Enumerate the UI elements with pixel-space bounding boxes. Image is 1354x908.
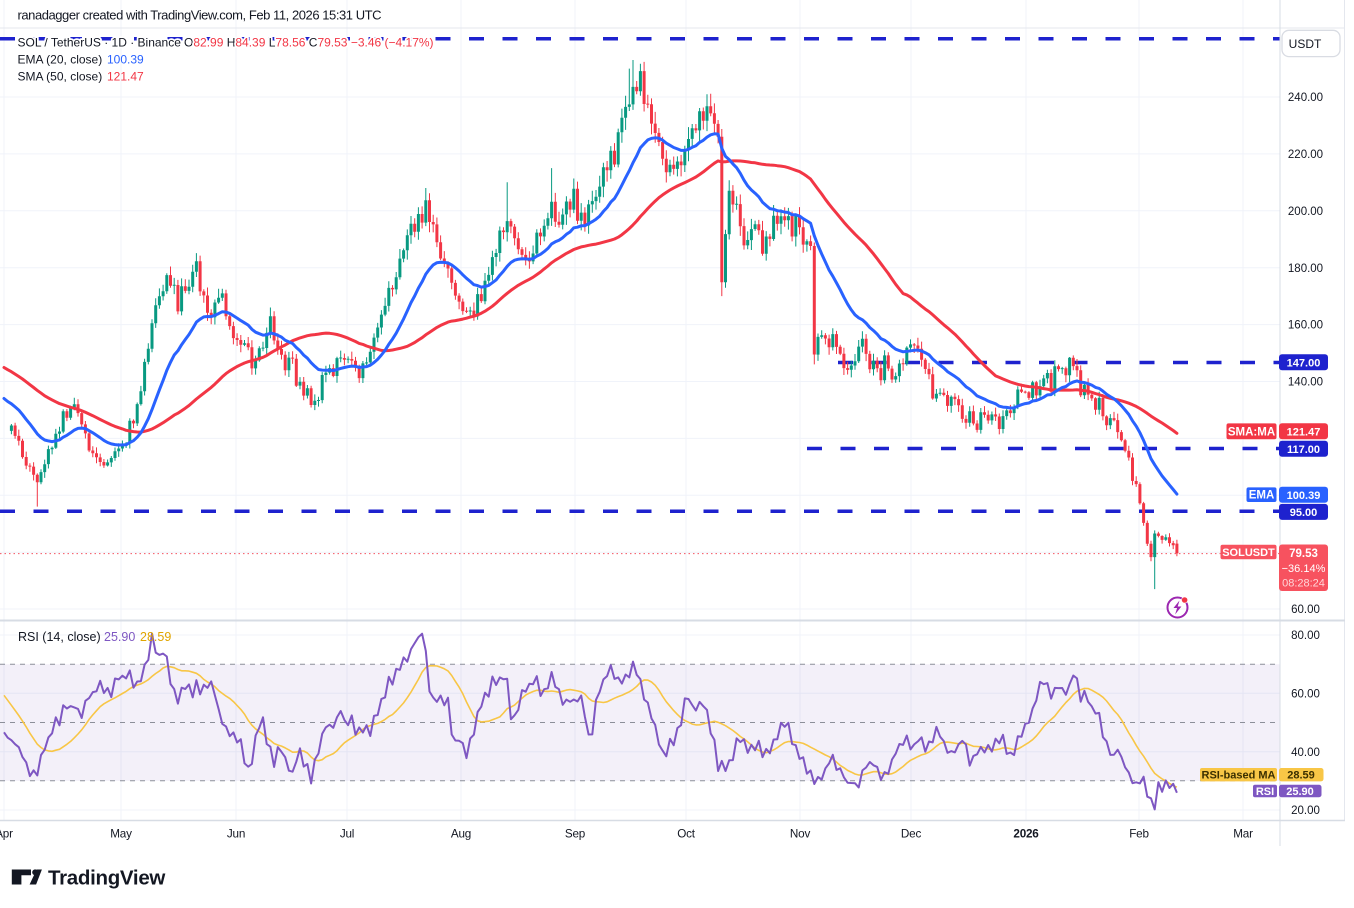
- svg-text:147.00: 147.00: [1287, 357, 1321, 369]
- svg-text:EMA: EMA: [1249, 490, 1275, 502]
- svg-text:SOLUSDT: SOLUSDT: [1222, 547, 1275, 559]
- svg-text:SMA:MA: SMA:MA: [1228, 426, 1275, 438]
- svg-text:Oct: Oct: [677, 828, 696, 841]
- svg-text:40.00: 40.00: [1291, 747, 1320, 759]
- svg-text:20.00: 20.00: [1291, 805, 1320, 817]
- svg-text:Feb: Feb: [1129, 828, 1149, 841]
- svg-text:TradingView: TradingView: [48, 867, 165, 890]
- svg-text:Jun: Jun: [227, 828, 245, 841]
- svg-text:SOL / TetherUS · 1D · Binance: SOL / TetherUS · 1D · Binance: [18, 36, 182, 50]
- svg-text:Nov: Nov: [790, 828, 811, 841]
- svg-text:USDT: USDT: [1289, 37, 1322, 51]
- svg-text:Apr: Apr: [0, 828, 13, 841]
- svg-text:28.59: 28.59: [1287, 770, 1315, 782]
- svg-text:RSI: RSI: [1256, 786, 1274, 798]
- svg-text:O82.99 H84.39 L78.56 C79.53 −3: O82.99 H84.39 L78.56 C79.53 −3.46 (−4.17…: [184, 36, 434, 50]
- svg-text:60.00: 60.00: [1291, 604, 1320, 616]
- svg-text:2026: 2026: [1013, 828, 1039, 841]
- svg-text:−36.14%: −36.14%: [1282, 563, 1326, 575]
- svg-text:EMA (20, close) 100.39: EMA (20, close) 100.39: [18, 53, 145, 67]
- svg-text:79.53: 79.53: [1289, 548, 1318, 560]
- svg-text:Aug: Aug: [451, 828, 471, 841]
- svg-text:60.00: 60.00: [1291, 688, 1320, 700]
- svg-text:121.47: 121.47: [1287, 426, 1321, 438]
- svg-text:100.39: 100.39: [1287, 490, 1321, 502]
- svg-text:Sep: Sep: [565, 828, 586, 841]
- svg-text:SMA (50, close) 121.47: SMA (50, close) 121.47: [18, 70, 145, 84]
- svg-text:220.00: 220.00: [1288, 149, 1323, 161]
- svg-text:160.00: 160.00: [1288, 320, 1323, 332]
- svg-text:95.00: 95.00: [1290, 507, 1318, 519]
- svg-text:ranadagger created with Tradin: ranadagger created with TradingView.com,…: [18, 8, 382, 23]
- svg-text:Dec: Dec: [901, 828, 922, 841]
- svg-text:200.00: 200.00: [1288, 206, 1323, 218]
- svg-text:08:28:24: 08:28:24: [1282, 578, 1325, 590]
- svg-text:140.00: 140.00: [1288, 377, 1323, 389]
- svg-text:240.00: 240.00: [1288, 92, 1323, 104]
- svg-text:RSI-based MA: RSI-based MA: [1202, 770, 1276, 782]
- svg-text:25.90: 25.90: [1286, 786, 1314, 798]
- svg-text:May: May: [110, 828, 132, 841]
- svg-text:Mar: Mar: [1233, 828, 1253, 841]
- svg-text:117.00: 117.00: [1287, 444, 1320, 456]
- svg-text:180.00: 180.00: [1288, 263, 1323, 275]
- svg-text:80.00: 80.00: [1291, 630, 1320, 642]
- svg-text:Jul: Jul: [340, 828, 354, 841]
